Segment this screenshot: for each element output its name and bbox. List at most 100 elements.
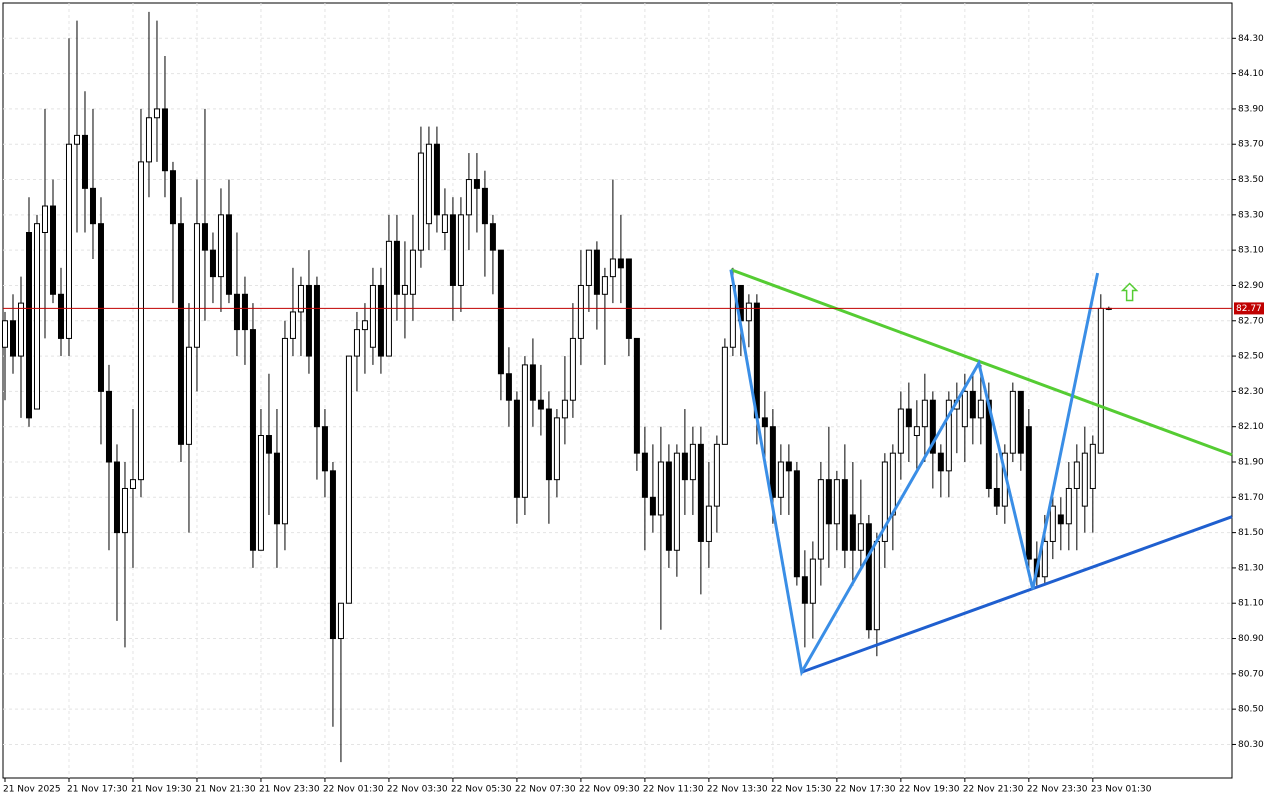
candle-body-down	[97, 223, 104, 392]
candle-body-down	[993, 487, 1000, 507]
candle-body-up	[745, 302, 752, 322]
x-tick-label: 22 Nov 17:30	[835, 785, 896, 795]
candle-body-up	[129, 479, 136, 489]
candle-body-up	[657, 461, 664, 516]
candle-body-up	[1073, 461, 1080, 489]
candle-body-down	[481, 187, 488, 225]
candle-body-down	[865, 523, 872, 631]
x-tick-label: 22 Nov 21:30	[963, 785, 1024, 795]
plot-area	[2, 2, 1233, 779]
candle-body-up	[569, 337, 576, 401]
x-tick-label: 22 Nov 03:30	[387, 785, 448, 795]
candle-body-down	[625, 258, 632, 339]
candle-body-up	[977, 399, 984, 419]
candle-body-up	[361, 320, 368, 331]
candle-body-up	[1081, 452, 1088, 507]
candle-body-up	[369, 284, 376, 348]
y-tick-label: 82.50	[1238, 352, 1264, 362]
y-tick-label: 80.50	[1238, 705, 1264, 715]
candle-body-up	[145, 117, 152, 163]
candle-body-down	[1017, 390, 1024, 454]
candle-body-down	[617, 258, 624, 269]
y-tick-label: 83.10	[1238, 246, 1264, 256]
candle-body-down	[785, 461, 792, 472]
candle-body-up	[601, 276, 608, 295]
candle-body-up	[297, 284, 304, 313]
candle-body-down	[321, 426, 328, 472]
candle-body-up	[121, 487, 128, 534]
candle-body-up	[673, 452, 680, 551]
candle-body-down	[57, 293, 64, 339]
y-tick-label: 81.70	[1238, 493, 1264, 503]
candle-body-down	[89, 187, 96, 225]
y-tick-label: 83.50	[1238, 175, 1264, 185]
candle-body-up	[153, 108, 160, 119]
trend-line	[729, 269, 1100, 677]
trend-line	[801, 515, 1233, 674]
candle-body-up	[401, 284, 408, 295]
y-tick-label: 82.10	[1238, 422, 1264, 432]
candle-body-up	[1089, 443, 1096, 489]
x-tick-label: 22 Nov 11:30	[643, 785, 704, 795]
candle-body-up	[65, 143, 72, 339]
y-tick-label: 82.90	[1238, 281, 1264, 291]
candle-body-up	[857, 523, 864, 551]
candle-body-down	[329, 470, 336, 640]
candle-body-up	[521, 364, 528, 498]
candle-body-up	[465, 179, 472, 216]
candle-body-up	[889, 452, 896, 516]
candle-body-down	[801, 576, 808, 604]
candle-body-down	[537, 399, 544, 410]
candle-body-up	[873, 540, 880, 631]
candle-body-up	[881, 461, 888, 542]
candle-body-down	[377, 284, 384, 357]
candle-body-down	[225, 214, 232, 295]
candle-body-up	[713, 443, 720, 507]
candle-body-down	[313, 284, 320, 428]
trend-line	[730, 268, 1233, 457]
candle-body-down	[633, 337, 640, 454]
y-tick-label: 81.30	[1238, 563, 1264, 573]
candle-body-up	[577, 284, 584, 339]
candle-body-up	[833, 479, 840, 525]
candle-body-up	[961, 390, 968, 428]
candle-body-up	[561, 399, 568, 419]
candle-body-up	[41, 205, 48, 233]
candle-body-down	[593, 249, 600, 295]
candle-body-up	[193, 223, 200, 348]
candle-body-down	[665, 461, 672, 551]
candle-body-down	[937, 452, 944, 472]
x-tick-label: 21 Nov 23:30	[259, 785, 320, 795]
candle-body-up	[33, 223, 40, 410]
candle-body-up	[1065, 487, 1072, 525]
x-tick-label: 22 Nov 19:30	[899, 785, 960, 795]
x-tick-label: 22 Nov 15:30	[771, 785, 832, 795]
candle-body-up	[457, 214, 464, 286]
y-tick-label: 83.90	[1238, 104, 1264, 114]
y-tick-label: 84.30	[1238, 34, 1264, 44]
signal-arrow	[1120, 282, 1139, 302]
y-tick-label: 80.30	[1238, 740, 1264, 750]
candle-body-up	[353, 329, 360, 357]
candle-body-up	[409, 249, 416, 295]
candle-body-up	[913, 426, 920, 437]
candle-body-down	[233, 293, 240, 331]
candle-body-down	[273, 452, 280, 525]
candle-body-down	[761, 417, 768, 428]
candle-body-down	[641, 452, 648, 498]
candle-body-down	[697, 443, 704, 542]
x-tick-label: 21 Nov 19:30	[131, 785, 192, 795]
candle-body-up	[585, 249, 592, 286]
y-tick-label: 84.10	[1238, 69, 1264, 79]
candle-body-down	[497, 249, 504, 375]
y-tick-label: 83.70	[1238, 140, 1264, 150]
candle-body-down	[681, 452, 688, 481]
candle-body-down	[449, 214, 456, 286]
candle-body-down	[433, 143, 440, 216]
candle-body-down	[545, 408, 552, 481]
candle-body-down	[113, 461, 120, 534]
candle-body-up	[185, 346, 192, 445]
candle-body-up	[73, 134, 80, 145]
x-tick-label: 23 Nov 01:30	[1091, 785, 1152, 795]
